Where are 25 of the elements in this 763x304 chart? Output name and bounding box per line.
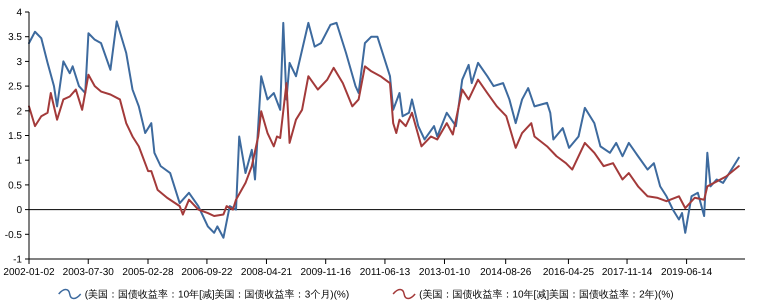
x-tick-label: 2014-08-26 (480, 267, 532, 278)
y-tick-label: 3 (16, 56, 22, 68)
y-tick-label: 2 (16, 106, 22, 118)
y-tick-label: 0.5 (8, 180, 22, 192)
y-tick-label: -1 (13, 254, 22, 266)
x-tick-label: 2003-07-30 (62, 267, 114, 278)
y-tick-label: 3.5 (8, 32, 22, 44)
x-tick-label: 2011-06-13 (360, 267, 411, 278)
legend-label: (美国：国债收益率：10年[减]美国：国债收益率：3个月)(%) (84, 288, 350, 300)
x-tick-label: 2017-11-14 (602, 267, 653, 278)
x-tick-label: 2008-04-21 (240, 267, 292, 278)
x-tick-label: 2013-01-10 (418, 267, 470, 278)
y-tick-label: 1 (16, 156, 22, 167)
y-tick-label: -0.5 (4, 230, 22, 241)
x-tick-label: 2005-02-28 (122, 267, 174, 278)
y-tick-label: 2.5 (8, 82, 22, 93)
x-tick-label: 2009-11-16 (300, 267, 352, 278)
x-tick-label: 2019-06-14 (661, 267, 713, 278)
x-tick-label: 2002-01-02 (3, 267, 56, 278)
legend-label: (美国：国债收益率：10年[减]美国：国债收益率：2年)(%) (419, 288, 674, 300)
y-tick-label: 4 (16, 8, 22, 18)
y-tick-label: 1.5 (8, 131, 22, 142)
y-tick-label: 0 (16, 205, 22, 216)
x-tick-label: 2016-04-25 (542, 267, 594, 278)
x-tick-label: 2006-09-22 (181, 267, 233, 278)
